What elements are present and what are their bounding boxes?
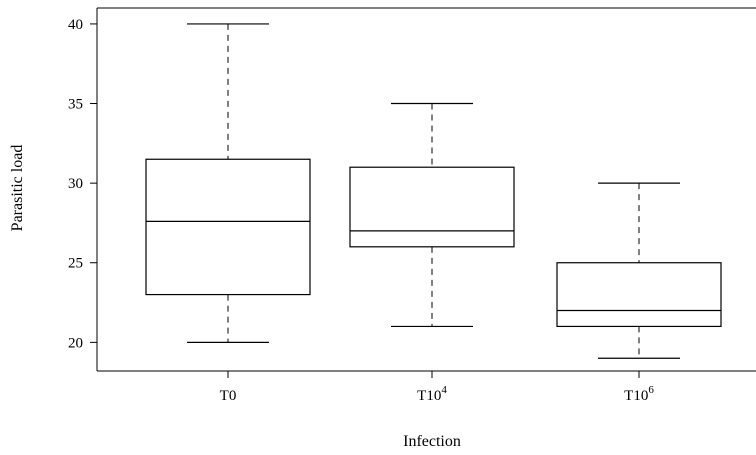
x-tick-label: T104 bbox=[417, 384, 447, 404]
plot-frame bbox=[96, 7, 756, 372]
x-tick-label: T106 bbox=[624, 384, 654, 404]
iqr-box bbox=[556, 262, 722, 328]
iqr-box bbox=[349, 166, 515, 248]
y-axis: 20 25 30 35 40 bbox=[68, 17, 97, 351]
x-tick-label: T0 bbox=[220, 388, 237, 404]
y-tick-label: 30 bbox=[68, 176, 83, 192]
y-axis-title: Parasitic load bbox=[9, 145, 26, 232]
y-tick-label: 20 bbox=[68, 335, 83, 351]
y-tick-label: 35 bbox=[68, 97, 83, 113]
box-2 bbox=[349, 102, 515, 328]
box-1 bbox=[145, 23, 311, 343]
y-tick-label: 40 bbox=[68, 17, 83, 33]
boxes-layer bbox=[145, 23, 722, 359]
x-axis: T0 T104 T106 bbox=[220, 371, 654, 404]
iqr-box bbox=[145, 158, 311, 296]
box-3 bbox=[556, 182, 722, 359]
x-axis-title: Infection bbox=[403, 433, 461, 450]
y-tick-label: 25 bbox=[68, 256, 83, 272]
